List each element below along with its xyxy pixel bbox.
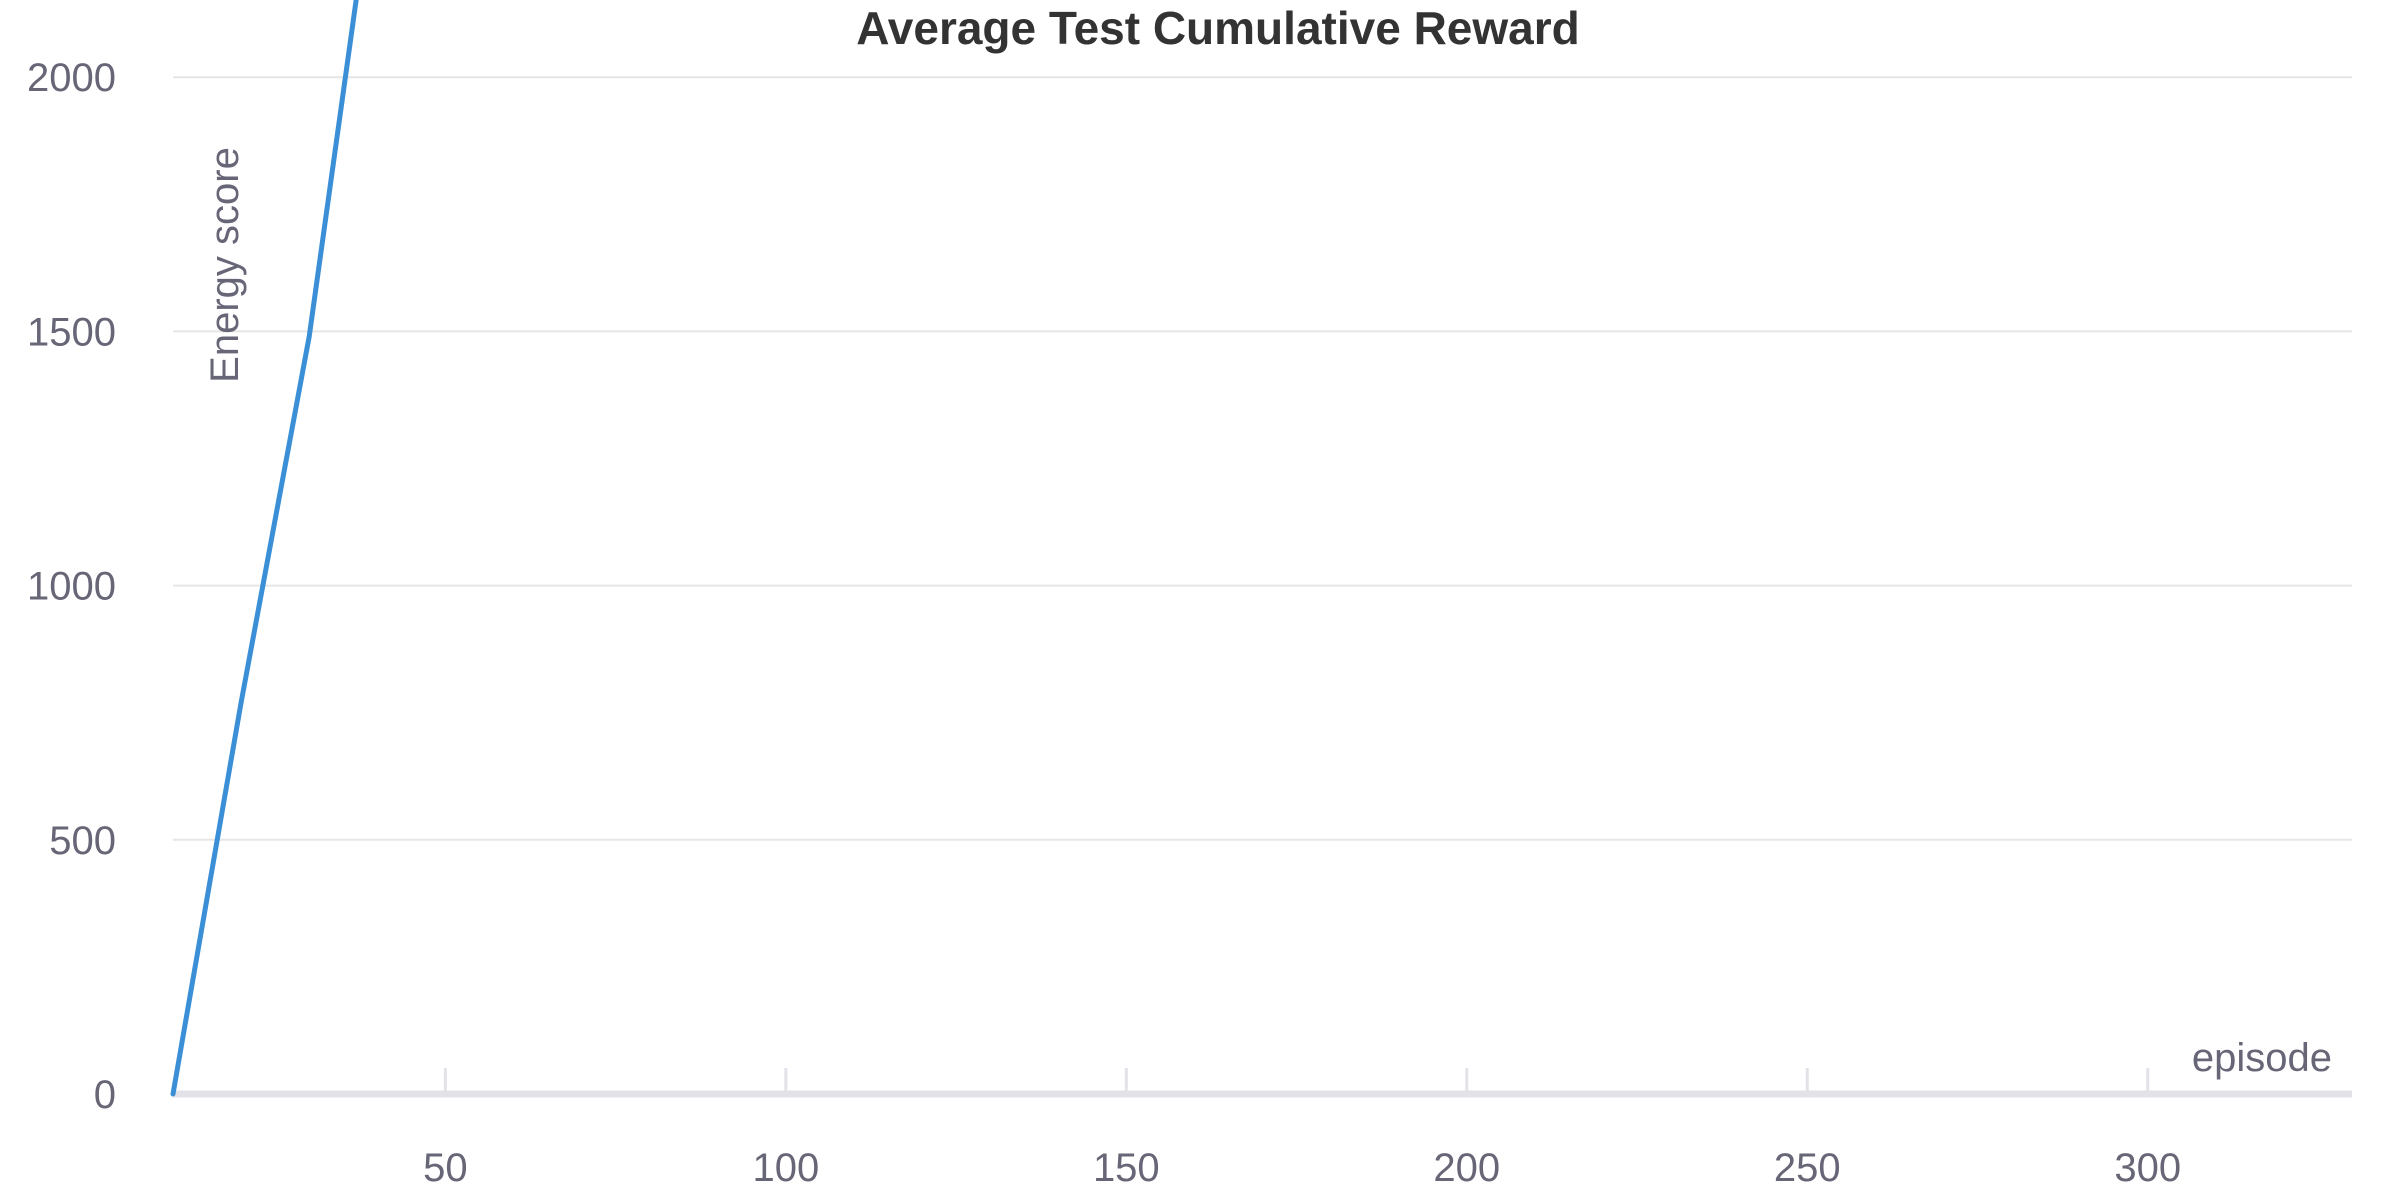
y-tick-label: 2000	[27, 56, 116, 100]
y-tick-label: 1500	[27, 310, 116, 354]
x-axis-label: episode	[2192, 1036, 2332, 1080]
x-tick-label: 50	[423, 1146, 468, 1190]
series-group	[170, 0, 359, 1097]
x-tick-label: 100	[752, 1146, 819, 1190]
y-axis-label: Energy score	[203, 147, 247, 383]
x-tick-label: 200	[1433, 1146, 1500, 1190]
x-tick-label: 250	[1774, 1146, 1841, 1190]
x-tick-label: 150	[1093, 1146, 1160, 1190]
chart-title: Average Test Cumulative Reward	[856, 2, 1579, 54]
x-tick-label: 300	[2114, 1146, 2181, 1190]
y-axis-ticks: 05001000150020002500	[27, 56, 116, 1117]
y-tick-label: 0	[94, 1073, 116, 1117]
series-line	[170, 0, 359, 1097]
y-tick-label: 500	[49, 819, 116, 863]
y-tick-label: 1000	[27, 565, 116, 609]
x-axis-ticks: 50 100 150 200 250 300	[423, 1068, 2181, 1190]
grid-lines	[173, 76, 2352, 841]
